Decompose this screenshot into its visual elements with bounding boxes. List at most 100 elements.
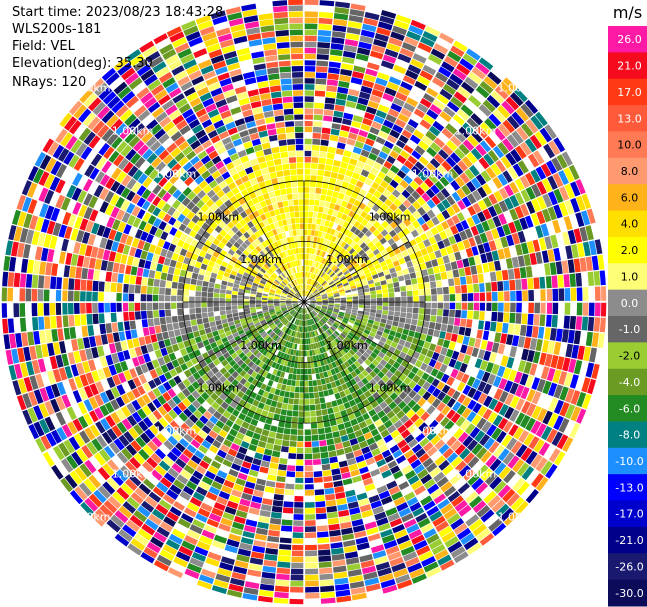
velocity-cell xyxy=(406,335,414,343)
velocity-cell xyxy=(510,302,516,313)
velocity-cell xyxy=(334,296,340,299)
velocity-cell xyxy=(507,166,519,180)
velocity-cell xyxy=(1,287,8,302)
velocity-cell xyxy=(365,366,373,374)
velocity-cell xyxy=(364,358,372,366)
velocity-cell xyxy=(553,247,561,262)
velocity-cell xyxy=(311,311,316,316)
velocity-cell xyxy=(498,81,513,96)
velocity-cell xyxy=(236,554,250,563)
velocity-cell xyxy=(420,495,433,506)
velocity-cell xyxy=(299,399,304,405)
velocity-cell xyxy=(140,302,147,311)
velocity-cell xyxy=(310,266,314,273)
velocity-cell xyxy=(473,310,480,320)
velocity-cell xyxy=(379,528,393,538)
velocity-cell xyxy=(340,521,352,529)
velocity-cell xyxy=(304,150,312,157)
velocity-cell xyxy=(454,500,468,512)
velocity-cell xyxy=(299,326,302,332)
velocity-cell xyxy=(424,314,431,322)
velocity-cell xyxy=(485,251,494,263)
velocity-cell xyxy=(425,162,437,173)
velocity-cell xyxy=(328,523,340,531)
velocity-cell xyxy=(412,53,427,64)
velocity-cell xyxy=(298,417,304,423)
velocity-cell xyxy=(453,428,464,440)
velocity-cell xyxy=(343,328,350,334)
velocity-cell xyxy=(272,499,284,507)
velocity-cell xyxy=(591,255,599,271)
velocity-cell xyxy=(484,117,497,131)
velocity-cell xyxy=(529,338,538,351)
velocity-cell xyxy=(332,332,339,338)
velocity-cell xyxy=(514,177,525,191)
velocity-cell xyxy=(509,208,519,221)
velocity-cell xyxy=(307,307,311,312)
velocity-cell xyxy=(393,396,403,405)
velocity-cell xyxy=(568,164,581,180)
velocity-cell xyxy=(324,164,333,172)
velocity-cell xyxy=(329,282,336,287)
velocity-cell xyxy=(364,305,371,309)
velocity-cell xyxy=(365,230,373,238)
velocity-cell xyxy=(285,354,290,361)
velocity-cell xyxy=(389,203,398,212)
velocity-cell xyxy=(364,308,370,313)
velocity-cell xyxy=(526,403,537,417)
velocity-cell xyxy=(514,412,526,426)
velocity-cell xyxy=(371,89,384,98)
velocity-cell xyxy=(370,255,378,263)
velocity-cell xyxy=(535,457,548,472)
velocity-cell xyxy=(558,417,570,433)
velocity-cell xyxy=(434,439,446,450)
velocity-cell xyxy=(341,181,349,189)
velocity-cell xyxy=(320,308,327,312)
velocity-cell xyxy=(313,290,318,295)
velocity-cell xyxy=(388,401,398,410)
velocity-cell xyxy=(380,578,396,589)
velocity-cell xyxy=(183,302,189,309)
velocity-cell xyxy=(261,302,268,305)
velocity-cell xyxy=(358,440,368,449)
velocity-cell xyxy=(348,463,359,472)
velocity-cell xyxy=(386,410,396,420)
velocity-cell xyxy=(304,211,309,217)
velocity-cell xyxy=(336,253,342,260)
velocity-cell xyxy=(497,281,504,292)
velocity-cell xyxy=(517,160,529,174)
velocity-cell xyxy=(358,421,368,429)
velocity-cell xyxy=(304,314,306,320)
velocity-cell xyxy=(471,130,484,143)
velocity-cell xyxy=(368,408,377,417)
velocity-cell xyxy=(326,505,338,513)
velocity-cell xyxy=(312,355,317,362)
velocity-cell xyxy=(360,149,370,158)
velocity-cell xyxy=(336,344,342,351)
velocity-cell xyxy=(425,188,436,199)
velocity-cell xyxy=(530,420,542,435)
velocity-cell xyxy=(341,267,348,274)
velocity-cell xyxy=(409,501,423,512)
velocity-cell xyxy=(392,260,400,267)
velocity-cell xyxy=(314,349,319,356)
velocity-cell xyxy=(508,180,520,194)
velocity-cell xyxy=(507,268,515,280)
velocity-cell xyxy=(321,408,328,416)
velocity-cell xyxy=(315,501,326,508)
velocity-cell xyxy=(474,234,483,245)
velocity-cell xyxy=(305,320,307,326)
velocity-cell xyxy=(389,165,400,174)
velocity-cell xyxy=(355,265,362,272)
velocity-cell xyxy=(342,250,349,257)
velocity-cell xyxy=(373,190,382,199)
velocity-cell xyxy=(328,61,341,69)
velocity-cell xyxy=(311,287,316,293)
velocity-cell xyxy=(346,299,353,302)
velocity-cell xyxy=(534,302,541,314)
velocity-cell xyxy=(359,553,373,563)
velocity-cell xyxy=(195,285,202,292)
velocity-cell xyxy=(349,378,357,386)
velocity-cell xyxy=(570,287,577,301)
velocity-cell xyxy=(401,249,409,258)
